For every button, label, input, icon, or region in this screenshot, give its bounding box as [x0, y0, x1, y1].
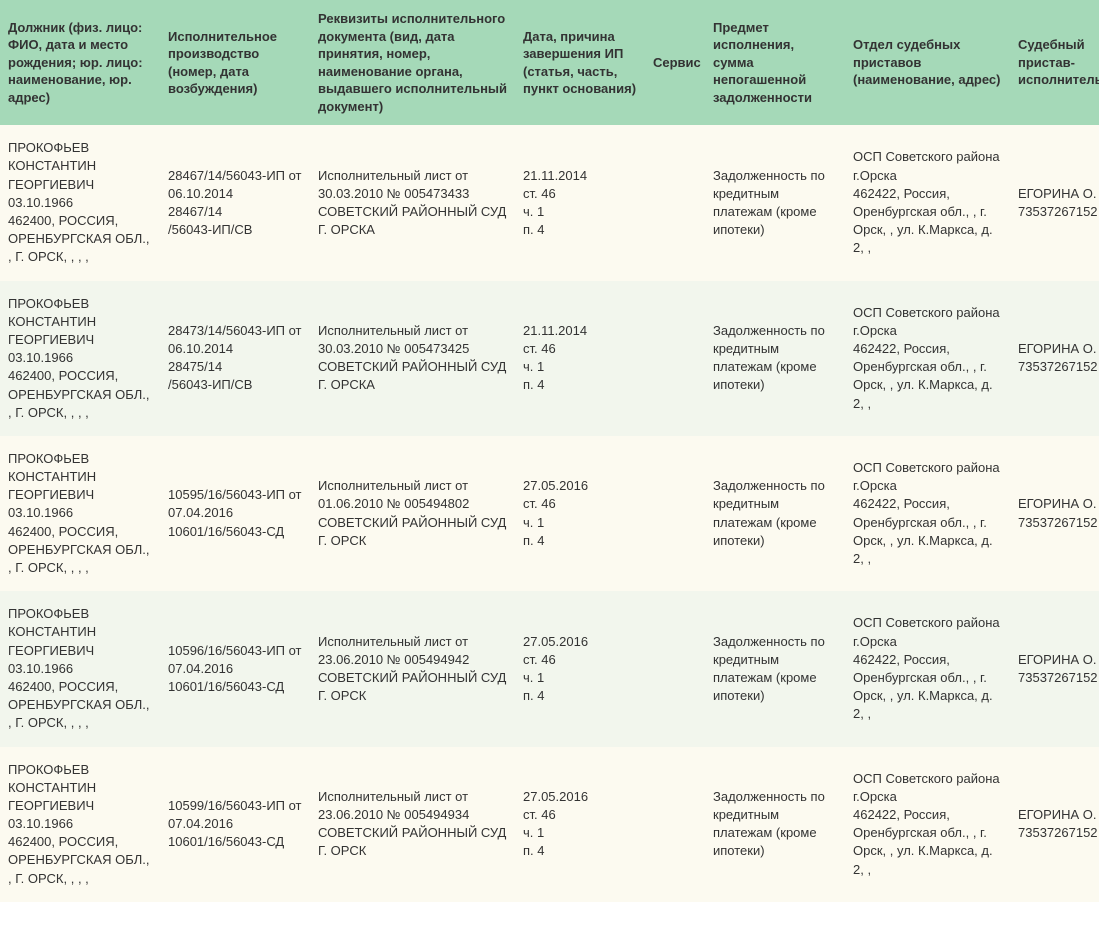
- cell-executor: ЕГОРИНА О. С 73537267152: [1010, 125, 1099, 280]
- cell-debtor: ПРОКОФЬЕВ КОНСТАНТИН ГЕОРГИЕВИЧ 03.10.19…: [0, 125, 160, 280]
- cell-service: [645, 747, 705, 902]
- cell-completion: 27.05.2016 ст. 46 ч. 1 п. 4: [515, 747, 645, 902]
- table-row: ПРОКОФЬЕВ КОНСТАНТИН ГЕОРГИЕВИЧ 03.10.19…: [0, 747, 1099, 902]
- cell-executor: ЕГОРИНА О. С 73537267152: [1010, 436, 1099, 591]
- cell-debtor: ПРОКОФЬЕВ КОНСТАНТИН ГЕОРГИЕВИЧ 03.10.19…: [0, 281, 160, 436]
- cell-debtor: ПРОКОФЬЕВ КОНСТАНТИН ГЕОРГИЕВИЧ 03.10.19…: [0, 747, 160, 902]
- table-header-row: Должник (физ. лицо: ФИО, дата и место ро…: [0, 0, 1099, 125]
- cell-service: [645, 281, 705, 436]
- col-header-executor: Судебный пристав-исполнитель: [1010, 0, 1099, 125]
- cell-department: ОСП Советского района г.Орска 462422, Ро…: [845, 436, 1010, 591]
- table-row: ПРОКОФЬЕВ КОНСТАНТИН ГЕОРГИЕВИЧ 03.10.19…: [0, 436, 1099, 591]
- cell-executor: ЕГОРИНА О. С 73537267152: [1010, 281, 1099, 436]
- cell-service: [645, 436, 705, 591]
- cell-completion: 27.05.2016 ст. 46 ч. 1 п. 4: [515, 591, 645, 746]
- cell-proceeding: 28473/14/56043-ИП от 06.10.2014 28475/14…: [160, 281, 310, 436]
- cell-proceeding: 10595/16/56043-ИП от 07.04.2016 10601/16…: [160, 436, 310, 591]
- cell-document: Исполнительный лист от 23.06.2010 № 0054…: [310, 747, 515, 902]
- cell-document: Исполнительный лист от 01.06.2010 № 0054…: [310, 436, 515, 591]
- col-header-document: Реквизиты исполнительного документа (вид…: [310, 0, 515, 125]
- cell-debtor: ПРОКОФЬЕВ КОНСТАНТИН ГЕОРГИЕВИЧ 03.10.19…: [0, 591, 160, 746]
- table-row: ПРОКОФЬЕВ КОНСТАНТИН ГЕОРГИЕВИЧ 03.10.19…: [0, 591, 1099, 746]
- cell-proceeding: 10596/16/56043-ИП от 07.04.2016 10601/16…: [160, 591, 310, 746]
- cell-document: Исполнительный лист от 23.06.2010 № 0054…: [310, 591, 515, 746]
- cell-document: Исполнительный лист от 30.03.2010 № 0054…: [310, 125, 515, 280]
- cell-completion: 27.05.2016 ст. 46 ч. 1 п. 4: [515, 436, 645, 591]
- cell-department: ОСП Советского района г.Орска 462422, Ро…: [845, 747, 1010, 902]
- cell-executor: ЕГОРИНА О. С 73537267152: [1010, 747, 1099, 902]
- cell-completion: 21.11.2014 ст. 46 ч. 1 п. 4: [515, 125, 645, 280]
- table-row: ПРОКОФЬЕВ КОНСТАНТИН ГЕОРГИЕВИЧ 03.10.19…: [0, 281, 1099, 436]
- cell-service: [645, 591, 705, 746]
- cell-subject: Задолженность по кредитным платежам (кро…: [705, 281, 845, 436]
- col-header-department: Отдел судебных приставов (наименование, …: [845, 0, 1010, 125]
- table-row: ПРОКОФЬЕВ КОНСТАНТИН ГЕОРГИЕВИЧ 03.10.19…: [0, 125, 1099, 280]
- col-header-completion: Дата, причина завершения ИП (статья, час…: [515, 0, 645, 125]
- cell-document: Исполнительный лист от 30.03.2010 № 0054…: [310, 281, 515, 436]
- cell-subject: Задолженность по кредитным платежам (кро…: [705, 747, 845, 902]
- col-header-subject: Предмет исполнения, сумма непогашенной з…: [705, 0, 845, 125]
- col-header-service: Сервис: [645, 0, 705, 125]
- cell-department: ОСП Советского района г.Орска 462422, Ро…: [845, 591, 1010, 746]
- cell-proceeding: 10599/16/56043-ИП от 07.04.2016 10601/16…: [160, 747, 310, 902]
- col-header-debtor: Должник (физ. лицо: ФИО, дата и место ро…: [0, 0, 160, 125]
- cell-debtor: ПРОКОФЬЕВ КОНСТАНТИН ГЕОРГИЕВИЧ 03.10.19…: [0, 436, 160, 591]
- cell-proceeding: 28467/14/56043-ИП от 06.10.2014 28467/14…: [160, 125, 310, 280]
- cell-subject: Задолженность по кредитным платежам (кро…: [705, 436, 845, 591]
- cell-service: [645, 125, 705, 280]
- cell-subject: Задолженность по кредитным платежам (кро…: [705, 125, 845, 280]
- cell-department: ОСП Советского района г.Орска 462422, Ро…: [845, 281, 1010, 436]
- cell-subject: Задолженность по кредитным платежам (кро…: [705, 591, 845, 746]
- cell-completion: 21.11.2014 ст. 46 ч. 1 п. 4: [515, 281, 645, 436]
- col-header-proceeding: Исполнительное производство (номер, дата…: [160, 0, 310, 125]
- cell-department: ОСП Советского района г.Орска 462422, Ро…: [845, 125, 1010, 280]
- cell-executor: ЕГОРИНА О. С 73537267152: [1010, 591, 1099, 746]
- enforcement-proceedings-table: Должник (физ. лицо: ФИО, дата и место ро…: [0, 0, 1099, 902]
